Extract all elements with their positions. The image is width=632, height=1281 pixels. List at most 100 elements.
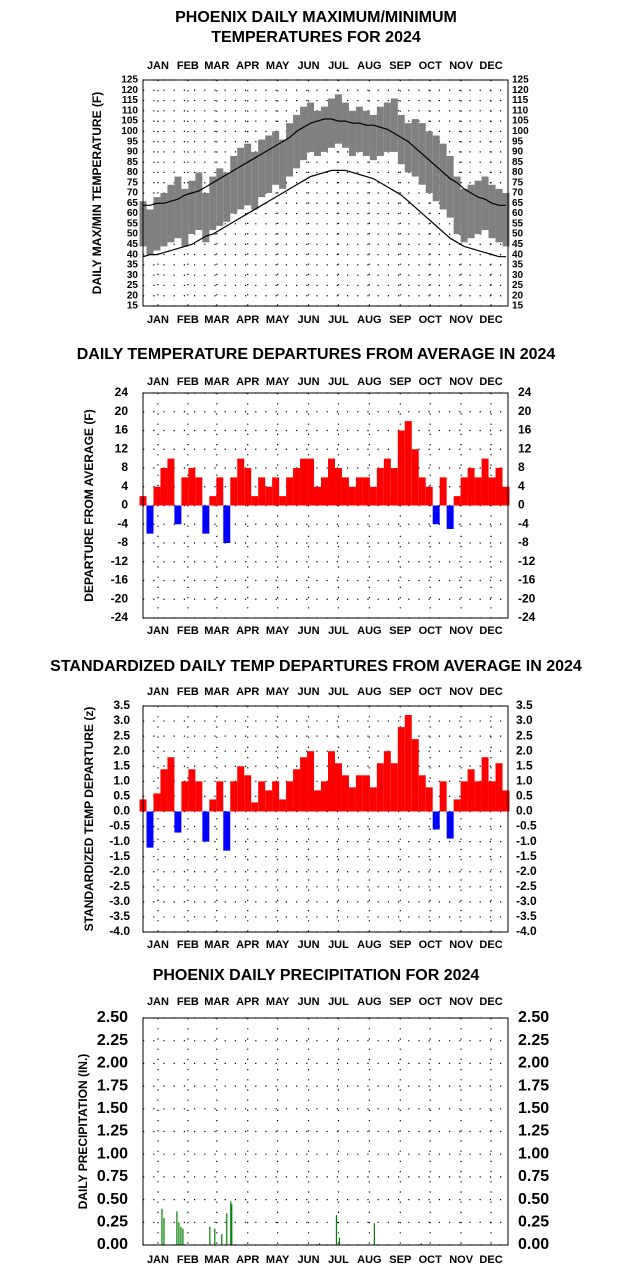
x-tick-label: OCT [419,996,443,1008]
x-tick-label-bottom: NOV [449,939,474,951]
bar [279,799,287,812]
y-tick-label-right: 16 [518,423,532,437]
bar [272,477,280,506]
y-tick-label-right: -24 [518,610,536,624]
x-tick-label: DEC [479,686,502,698]
y-tick-label: 55 [127,218,139,229]
daily-range [467,184,475,239]
bar [293,769,301,812]
bar [334,468,342,506]
x-tick-label-bottom: OCT [419,1254,443,1266]
y-tick-label-right: 8 [518,460,525,474]
daily-range [383,102,391,152]
bar [160,769,168,812]
daily-range [355,106,363,152]
bar [202,811,210,842]
y-tick-label: 0.75 [97,1168,128,1185]
bar [502,486,510,506]
y-tick-label-right: 15 [512,301,524,312]
y-tick-label: -16 [111,573,129,587]
y-tick-label: -4.0 [109,924,130,938]
x-tick-label-bottom: JAN [147,625,169,637]
y-tick-label-right: 70 [512,188,524,199]
y-tick-label: 110 [122,105,139,116]
daily-range [230,156,238,214]
bar [182,1228,184,1245]
y-tick-label-right: -3.5 [516,909,537,923]
x-tick-label: OCT [419,376,443,388]
y-tick-label-right: 2.5 [516,728,533,742]
x-tick-label-bottom: OCT [419,314,443,326]
bar [341,477,349,506]
y-tick-label-right: 20 [518,404,532,418]
bar [481,757,489,812]
bar [411,449,419,506]
daily-range [293,114,301,169]
bar [209,496,217,506]
x-tick-label: MAR [204,686,229,698]
bar [223,811,231,851]
normal-line [143,118,507,206]
x-tick-label-bottom: JAN [147,939,169,951]
bar [474,781,482,812]
y-tick-label: 80 [127,167,139,178]
y-tick-label: 0.5 [113,789,130,803]
x-tick-label-bottom: JUN [298,1254,320,1266]
x-tick-label: MAY [266,60,290,72]
bar [348,787,356,812]
y-tick-label-right: 2.00 [518,1055,549,1072]
y-tick-label-right: -2.0 [516,864,537,878]
y-tick-label-right: -2.5 [516,879,537,893]
daily-range [188,180,196,235]
daily-range [265,135,273,193]
y-axis-label: DEPARTURE FROM AVERAGE (F) [82,409,96,601]
y-tick-label-right: 90 [512,147,524,158]
daily-range [321,106,328,152]
y-tick-label-right: 95 [512,136,524,147]
x-tick-label: FEB [177,686,199,698]
bar [180,1226,182,1245]
bar [251,802,259,812]
y-tick-label: 4 [121,479,128,493]
bar [446,811,454,839]
daily-range [237,147,245,210]
x-tick-label: AUG [357,686,381,698]
bar [446,505,454,529]
y-tick-label-right: 0.00 [518,1236,549,1253]
y-tick-label: 0.00 [97,1236,128,1253]
bar [355,775,363,812]
bar [146,811,154,848]
bar [390,468,398,506]
x-tick-label-bottom: JUN [298,625,320,637]
y-tick-label: 115 [122,95,139,106]
x-tick-label: DEC [479,60,502,72]
bar [307,458,315,506]
bar [439,477,447,506]
y-tick-label: 0.25 [97,1214,128,1231]
bar [300,458,308,506]
y-tick-label: 90 [127,147,139,158]
bar [495,468,503,506]
x-tick-label: JUN [298,686,320,698]
bar [237,458,245,506]
bar [495,763,503,812]
x-tick-label: JAN [147,60,169,72]
daily-range [341,102,349,148]
x-tick-label: JAN [147,996,169,1008]
y-tick-label-right: 20 [512,290,524,301]
bar [230,477,238,506]
y-tick-label-right: 110 [512,105,529,116]
bar [244,468,252,506]
x-tick-label: FEB [177,376,199,388]
daily-range [404,123,412,173]
x-tick-label-bottom: APR [236,625,259,637]
y-tick-label: 1.75 [97,1077,128,1094]
chart-title: DAILY TEMPERATURE DEPARTURES FROM AVERAG… [77,346,556,363]
bar [216,477,224,506]
bar [265,790,273,812]
bar [286,781,294,812]
y-tick-label-right: 30 [512,270,524,281]
x-tick-label: NOV [449,376,474,388]
bar [418,775,426,812]
bar [376,468,384,506]
